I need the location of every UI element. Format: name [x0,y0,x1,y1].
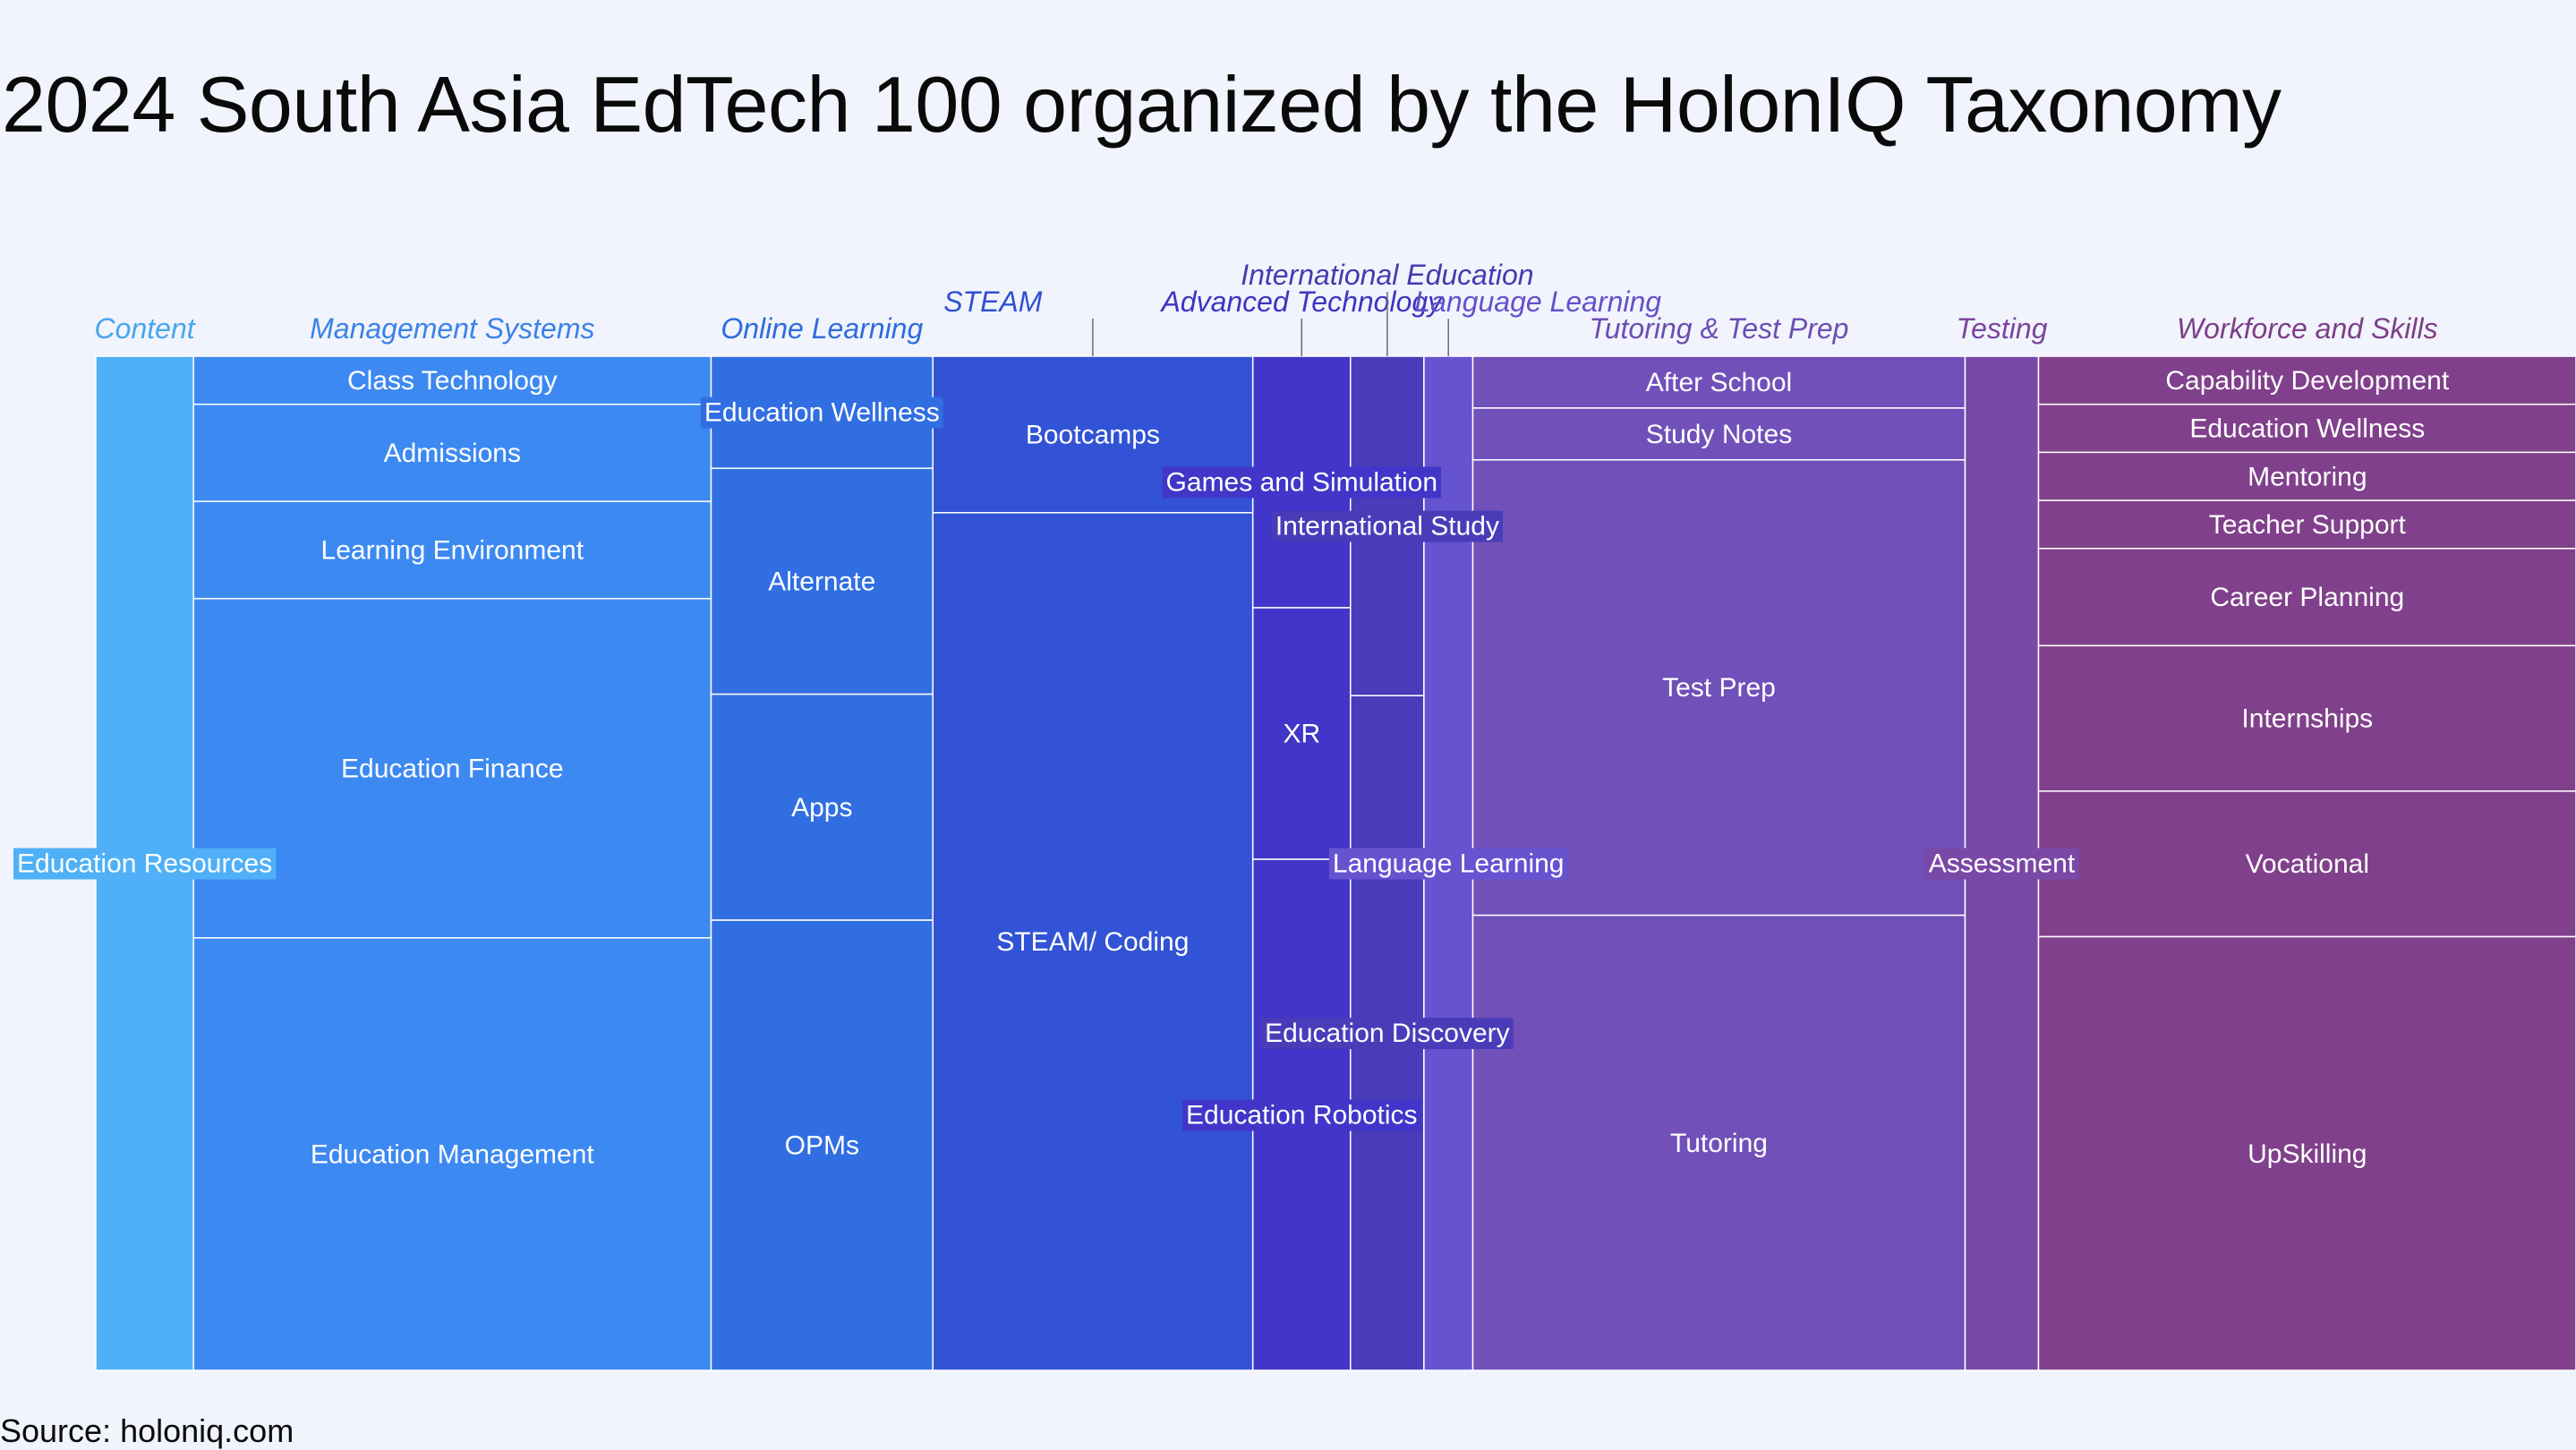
segment-label-content-education-resources: Education Resources [17,849,272,879]
source-note: Source: holoniq.com [0,1412,294,1450]
segment-label-workforce-and-skills-mentoring: Mentoring [2248,462,2367,491]
segment-label-online-learning-opms: OPMs [785,1131,859,1161]
segment-label-testing-assessment: Assessment [1929,849,2076,879]
segment-label-steam-steam-coding: STEAM/ Coding [996,927,1189,957]
segment-label-steam-bootcamps: Bootcamps [1026,420,1160,449]
segment-label-management-systems-education-management: Education Management [311,1139,595,1169]
segment-label-advanced-technology-education-robotics: Education Robotics [1186,1101,1418,1130]
category-label-testing: Testing [1957,312,2048,345]
category-label-workforce-and-skills: Workforce and Skills [2177,312,2438,345]
segment-label-workforce-and-skills-teacher-support: Teacher Support [2209,510,2407,540]
segment-label-tutoring-and-test-prep-tutoring: Tutoring [1670,1129,1768,1158]
segment-label-workforce-and-skills-capability-development: Capability Development [2165,366,2449,396]
segment-label-online-learning-education-wellness: Education Wellness [704,398,940,428]
segment-label-workforce-and-skills-vocational: Vocational [2246,849,2369,879]
segment-label-management-systems-learning-environment: Learning Environment [321,536,584,566]
segment-label-international-education-education-discovery: Education Discovery [1265,1019,1509,1048]
segment-label-tutoring-and-test-prep-after-school: After School [1646,368,1792,397]
segment-label-language-learning-language-learning: Language Learning [1333,849,1565,879]
segment-label-advanced-technology-games-and-simulation: Games and Simulation [1166,468,1438,498]
segment-label-workforce-and-skills-internships: Internships [2241,704,2373,734]
category-label-tutoring-and-test-prep: Tutoring & Test Prep [1590,312,1849,345]
category-label-online-learning: Online Learning [721,312,923,345]
category-label-management-systems: Management Systems [310,312,594,345]
segment-label-tutoring-and-test-prep-study-notes: Study Notes [1646,420,1792,449]
segment-label-online-learning-apps: Apps [791,793,852,823]
category-label-content: Content [95,312,196,345]
segment-label-advanced-technology-xr: XR [1283,720,1320,749]
segment-label-tutoring-and-test-prep-test-prep: Test Prep [1662,673,1776,703]
category-label-steam: STEAM [943,286,1043,318]
segment-label-online-learning-alternate: Alternate [768,567,875,596]
segment-label-workforce-and-skills-upskilling: UpSkilling [2248,1139,2367,1169]
segment-label-workforce-and-skills-education-wellness: Education Wellness [2189,414,2425,444]
segment-label-management-systems-class-technology: Class Technology [347,366,558,396]
segment-label-international-education-international-study: International Study [1275,512,1499,542]
segment-label-management-systems-admissions: Admissions [384,439,521,468]
category-labels: Content Management Systems Online Learning… [95,259,2438,356]
segment-label-workforce-and-skills-career-planning: Career Planning [2210,583,2404,612]
segment-label-management-systems-education-finance: Education Finance [341,754,564,783]
